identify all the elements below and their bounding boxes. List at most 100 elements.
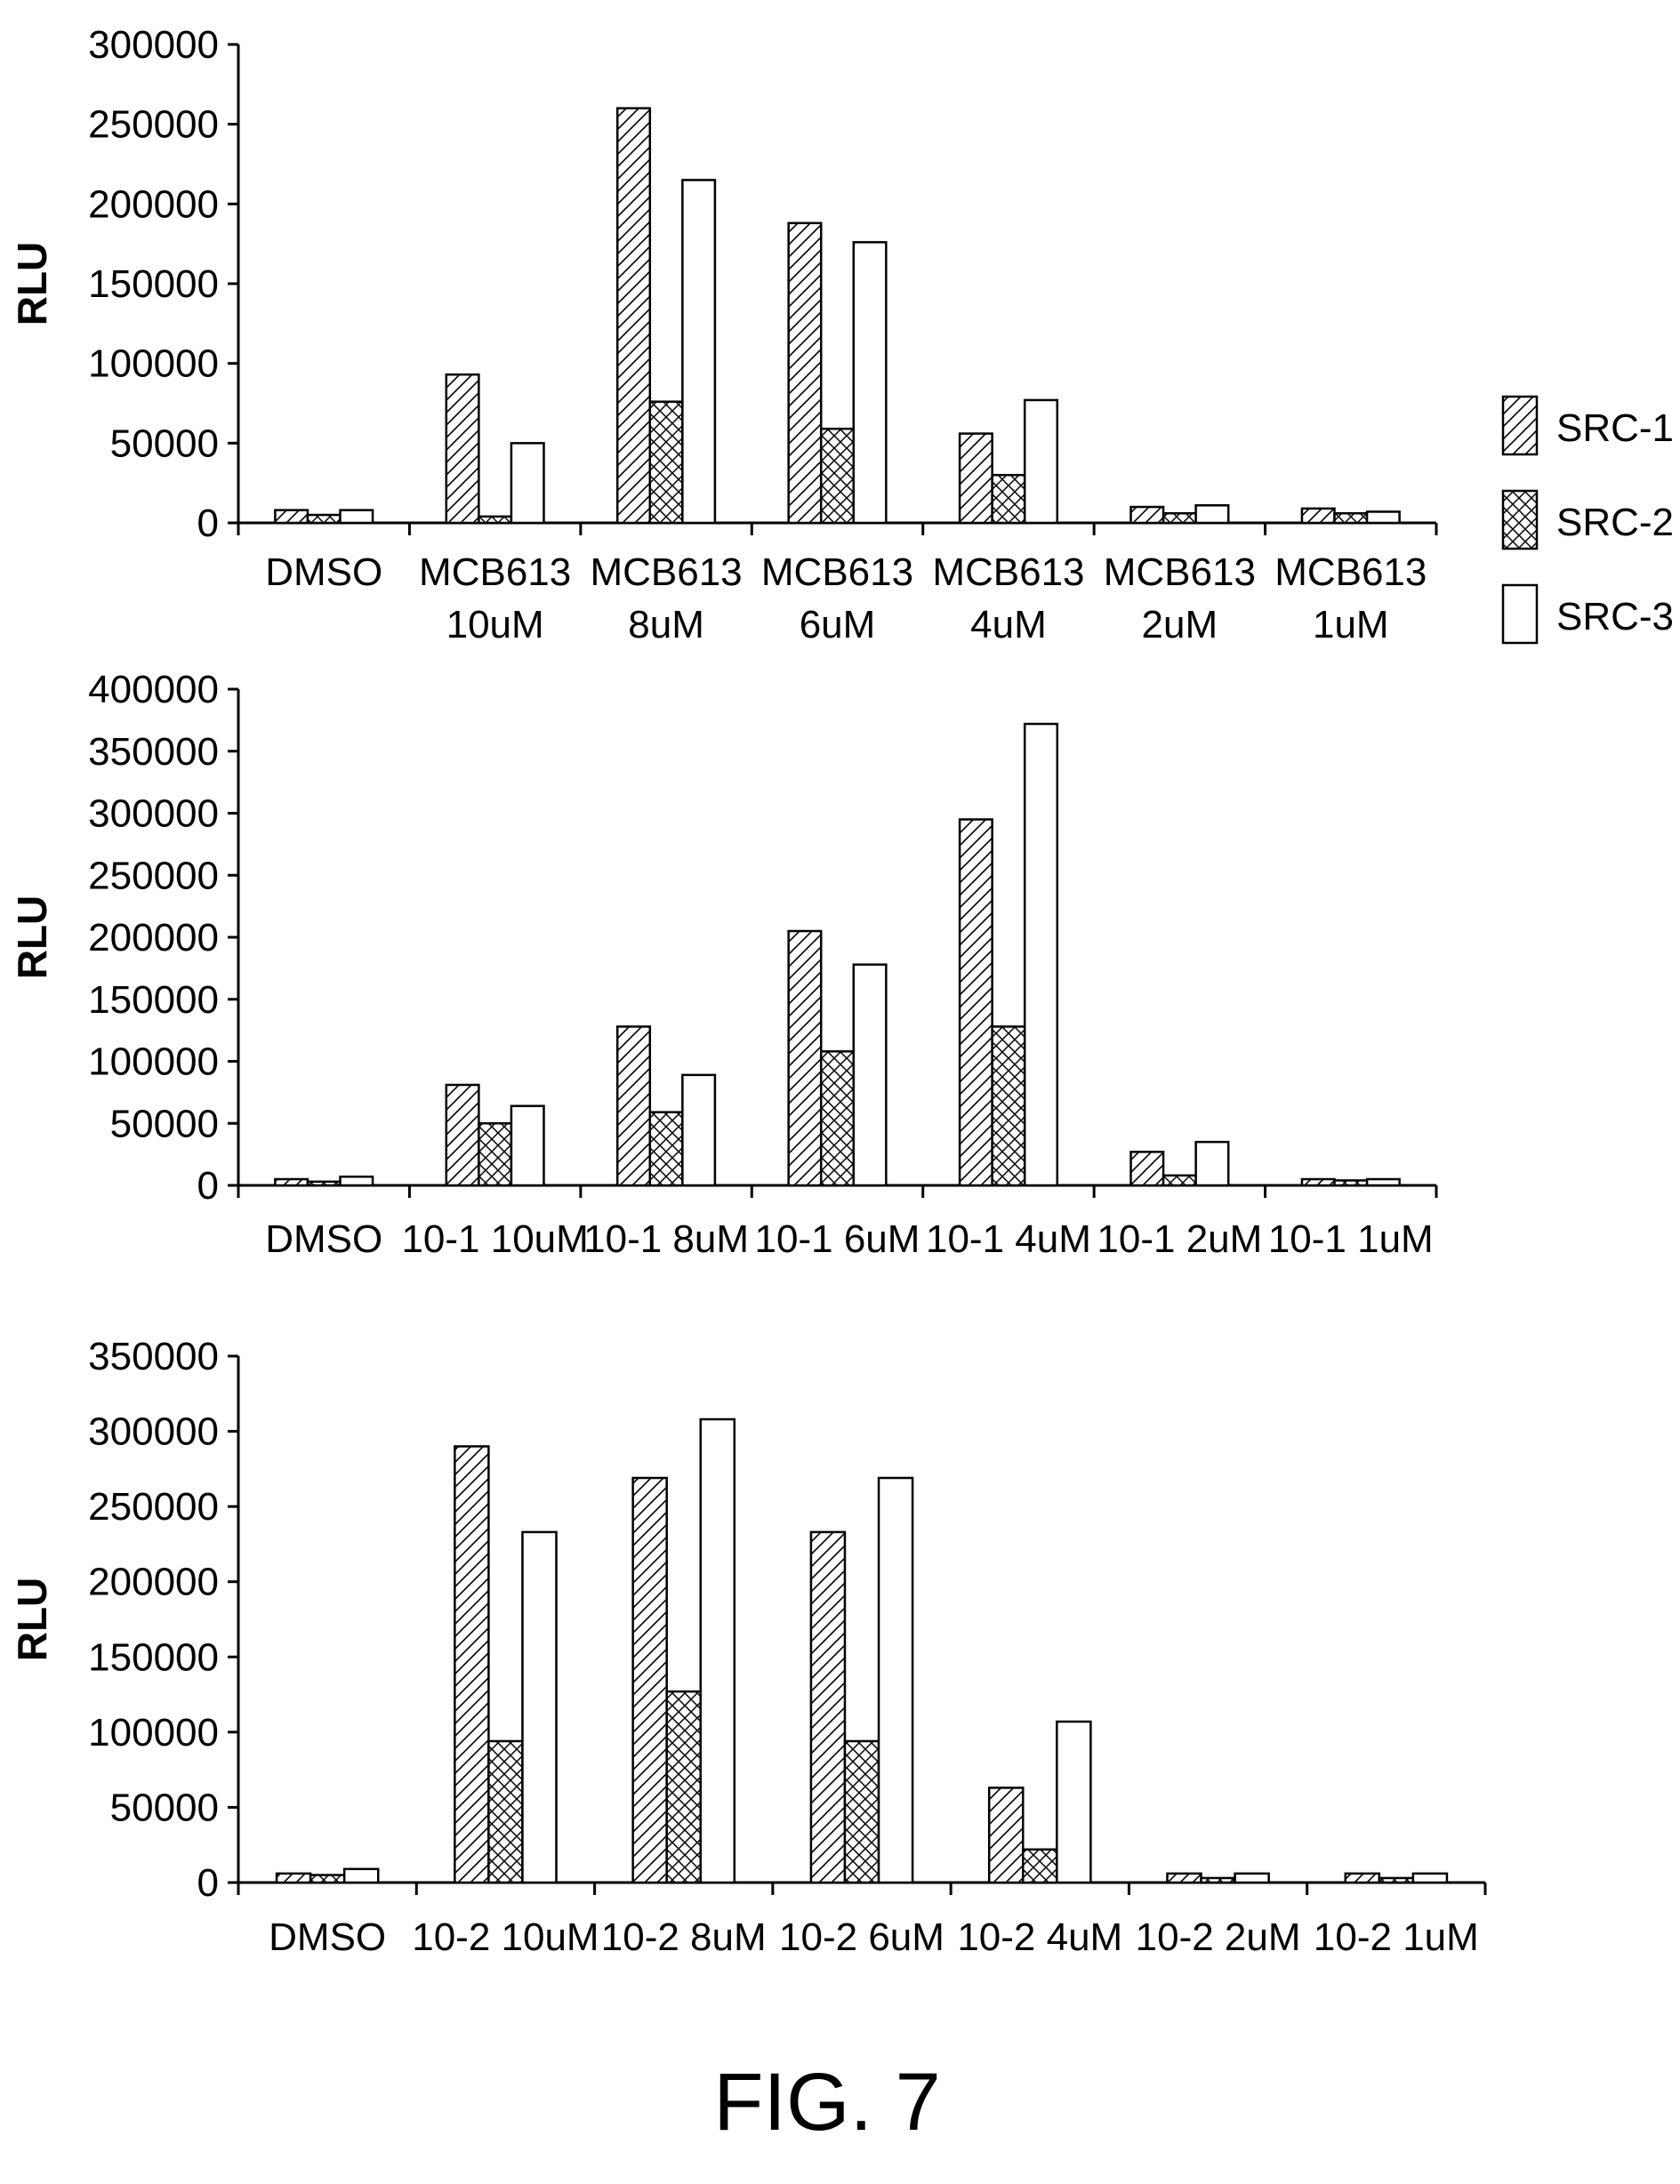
- x-tick-label: DMSO: [265, 1217, 382, 1261]
- bar-src-2: [1333, 511, 1369, 525]
- y-tick-label: 200000: [88, 916, 219, 960]
- y-tick-label: 350000: [88, 1335, 219, 1378]
- x-tick-label: MCB613: [419, 550, 571, 594]
- y-tick-label: 250000: [88, 854, 219, 897]
- bar-src-3: [1194, 504, 1230, 525]
- bar-src-3: [852, 241, 888, 525]
- bar-src-1: [958, 432, 993, 525]
- chart-mcb613: 0 50000 100000 150000 200000 250000 300000 RLU D…: [9, 23, 1438, 646]
- y-tick-label: 0: [197, 1861, 219, 1905]
- y-axis-label: RLU: [9, 1578, 55, 1662]
- bar-src-1: [809, 1530, 847, 1884]
- bar-src-3: [1023, 398, 1059, 525]
- x-tick-label: 10-2 6uM: [779, 1915, 944, 1959]
- bar-src-2: [648, 400, 684, 525]
- y-tick-label: 150000: [88, 978, 219, 1022]
- x-tick-label: DMSO: [269, 1915, 386, 1959]
- y-tick-label: 100000: [88, 1040, 219, 1084]
- bar-src-3: [1023, 722, 1059, 1187]
- x-tick-label: 10-1 4uM: [926, 1217, 1091, 1261]
- y-axis-label: RLU: [9, 895, 55, 980]
- bar-src-3: [510, 442, 545, 525]
- x-tick-label: MCB613: [761, 550, 913, 594]
- bar-src-1: [787, 929, 823, 1187]
- bar-src-2: [306, 1180, 342, 1187]
- bar-src-3: [699, 1417, 736, 1884]
- bar-src-3: [342, 1867, 380, 1884]
- legend-label-src-2: SRC-2: [1556, 501, 1674, 544]
- bar-src-1: [987, 1787, 1025, 1884]
- y-tick-label: 100000: [88, 342, 219, 386]
- x-tick-label: 10-2 4uM: [957, 1915, 1122, 1959]
- bar-src-1: [274, 509, 309, 525]
- x-tick-label: 10-2 8uM: [601, 1915, 767, 1959]
- bar-src-3: [339, 509, 374, 525]
- x-tick-label: 10-2 10uM: [412, 1915, 599, 1959]
- bar-src-1: [1344, 1872, 1381, 1884]
- bar-src-2: [991, 473, 1026, 525]
- legend: SRC-1 SRC-2 SRC-3: [1501, 395, 1674, 645]
- figure-label: FIG. 7: [713, 2057, 941, 2148]
- y-tick-label: 50000: [110, 1786, 219, 1829]
- bar-src-1: [1129, 505, 1165, 525]
- x-tick-label: MCB613: [1104, 550, 1256, 594]
- y-tick-label: 250000: [88, 1485, 219, 1529]
- x-tick-label: MCB613: [932, 550, 1084, 594]
- x-tick-label: 10-1 1uM: [1268, 1217, 1434, 1261]
- x-tick-label: DMSO: [265, 550, 382, 594]
- y-tick-label: 300000: [88, 23, 219, 67]
- bar-src-1: [615, 1025, 652, 1187]
- bar-src-3: [521, 1530, 558, 1884]
- bar-src-2: [306, 513, 342, 525]
- bar-src-3: [681, 1073, 717, 1187]
- bar-src-3: [1056, 1720, 1092, 1884]
- bar-src-1: [958, 818, 993, 1187]
- bar-src-3: [877, 1476, 914, 1884]
- x-tick-label: 4uM: [970, 603, 1047, 646]
- y-tick-label: 0: [197, 1164, 219, 1208]
- x-tick-label: 10uM: [446, 603, 544, 646]
- bar-src-1: [1166, 1872, 1202, 1884]
- chart-10-1: 0 50000 100000 150000 200000 250000 300000 3500…: [9, 668, 1438, 1261]
- x-tick-label: 8uM: [628, 603, 704, 646]
- y-tick-label: 300000: [88, 792, 219, 836]
- bar-src-1: [454, 1445, 490, 1884]
- bar-src-3: [1411, 1872, 1449, 1884]
- bar-src-2: [665, 1690, 702, 1884]
- x-tick-label: 1uM: [1313, 603, 1389, 646]
- bar-src-3: [852, 963, 888, 1187]
- x-tick-label: MCB613: [1274, 550, 1427, 594]
- bar-src-1: [631, 1476, 668, 1884]
- y-tick-label: 0: [197, 502, 219, 545]
- bar-src-3: [1365, 1177, 1401, 1187]
- bar-src-2: [1200, 1876, 1236, 1884]
- bar-src-2: [819, 427, 856, 525]
- x-tick-label: 10-1 8uM: [583, 1217, 749, 1261]
- bar-src-2: [309, 1874, 346, 1884]
- y-tick-label: 200000: [88, 182, 219, 226]
- bar-src-1: [787, 221, 823, 525]
- bar-src-2: [819, 1050, 856, 1187]
- legend-swatch-src-1: [1501, 395, 1539, 456]
- y-tick-label: 100000: [88, 1711, 219, 1754]
- y-tick-label: 50000: [110, 1102, 219, 1145]
- bar-src-2: [843, 1739, 880, 1884]
- x-tick-label: MCB613: [590, 550, 742, 594]
- legend-label-src-1: SRC-1: [1556, 406, 1674, 450]
- x-tick-label: 2uM: [1142, 603, 1218, 646]
- bar-src-3: [510, 1104, 545, 1187]
- bar-src-2: [478, 515, 513, 525]
- y-tick-label: 150000: [88, 262, 219, 306]
- legend-swatch-src-3: [1501, 583, 1539, 645]
- y-tick-label: 350000: [88, 730, 219, 774]
- bar-src-1: [445, 1083, 480, 1187]
- y-tick-label: 300000: [88, 1410, 219, 1454]
- y-tick-label: 250000: [88, 103, 219, 147]
- x-tick-label: 10-2 1uM: [1314, 1915, 1479, 1959]
- legend-swatch-src-2: [1501, 489, 1539, 550]
- chart-10-2: 0 50000 100000 150000 200000 250000 300000 3500…: [9, 1335, 1487, 1959]
- x-tick-label: 10-1 6uM: [755, 1217, 920, 1261]
- bar-src-2: [991, 1025, 1026, 1187]
- legend-label-src-3: SRC-3: [1556, 595, 1674, 638]
